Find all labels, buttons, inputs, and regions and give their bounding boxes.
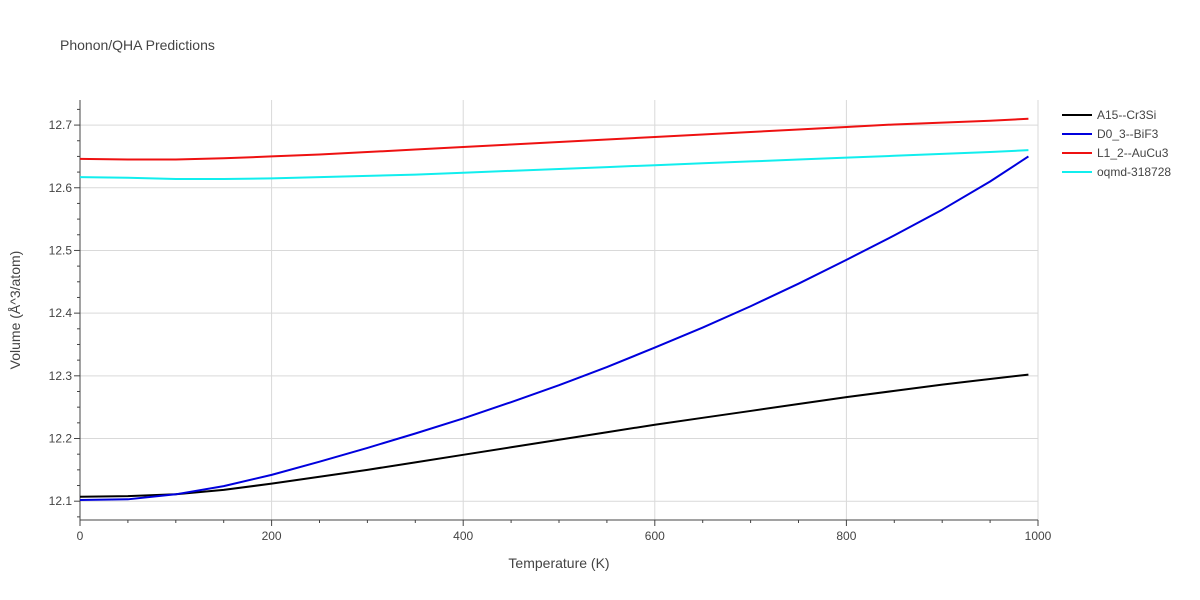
series-line-A15--Cr3Si bbox=[79, 373, 1029, 498]
x-tick-label-5: 1000 bbox=[1025, 529, 1052, 543]
legend-item-2[interactable]: L1_2--AuCu3 bbox=[1062, 146, 1169, 160]
legend-item-1[interactable]: D0_3--BiF3 bbox=[1062, 127, 1159, 141]
y-tick-label-1: 12.2 bbox=[49, 432, 73, 446]
legend-item-0[interactable]: A15--Cr3Si bbox=[1062, 108, 1156, 122]
legend-label-0: A15--Cr3Si bbox=[1097, 108, 1156, 122]
x-tick-label-1: 200 bbox=[262, 529, 282, 543]
y-tick-label-5: 12.6 bbox=[49, 181, 73, 195]
y-tick-label-6: 12.7 bbox=[49, 118, 73, 132]
series-line-D0_3--BiF3 bbox=[79, 155, 1029, 501]
legend-label-3: oqmd-318728 bbox=[1097, 165, 1171, 179]
legend-label-1: D0_3--BiF3 bbox=[1097, 127, 1159, 141]
series-line-L1_2--AuCu3 bbox=[79, 117, 1029, 161]
x-tick-label-3: 600 bbox=[645, 529, 665, 543]
x-tick-label-4: 800 bbox=[836, 529, 856, 543]
y-tick-label-0: 12.1 bbox=[49, 494, 73, 508]
series-line-oqmd-318728 bbox=[79, 149, 1029, 180]
y-tick-label-2: 12.3 bbox=[49, 369, 73, 383]
legend-label-2: L1_2--AuCu3 bbox=[1097, 146, 1169, 160]
x-tick-label-2: 400 bbox=[453, 529, 473, 543]
y-axis-title: Volume (Å^3/atom) bbox=[7, 251, 23, 370]
legend-item-3[interactable]: oqmd-318728 bbox=[1062, 165, 1171, 179]
x-tick-label-0: 0 bbox=[77, 529, 84, 543]
y-tick-label-3: 12.4 bbox=[49, 306, 73, 320]
grid-layer bbox=[80, 100, 1039, 520]
y-tick-label-4: 12.5 bbox=[49, 243, 73, 257]
legend[interactable]: A15--Cr3Si D0_3--BiF3 L1_2--AuCu3 oqmd-3187… bbox=[1062, 108, 1171, 179]
chart-title: Phonon/QHA Predictions bbox=[60, 37, 215, 53]
axes-layer: 0 200 400 600 800 1000 12.1 12.2 12.3 12.4 12.5 12.… bbox=[49, 100, 1052, 543]
series-layer bbox=[79, 117, 1029, 501]
x-axis-title: Temperature (K) bbox=[508, 555, 609, 571]
